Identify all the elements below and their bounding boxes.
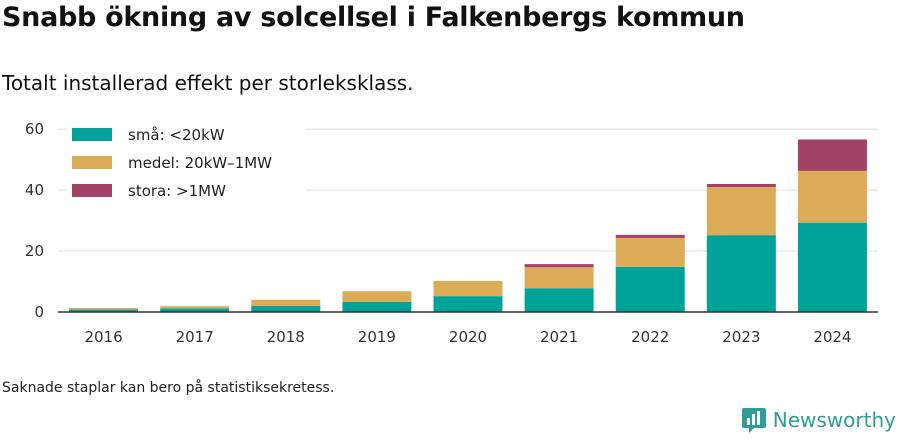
bar-segment xyxy=(69,308,139,310)
bar-segment xyxy=(433,280,503,297)
legend-label: medel: 20kW–1MW xyxy=(128,154,272,172)
bar-segment xyxy=(251,305,321,312)
bar-segment xyxy=(524,288,594,312)
legend-swatch xyxy=(72,156,112,169)
y-tick-label: 0 xyxy=(34,303,44,321)
x-tick-label: 2016 xyxy=(84,328,122,346)
y-tick-label: 20 xyxy=(25,242,44,260)
x-tick-label: 2017 xyxy=(176,328,214,346)
bar-segment xyxy=(69,309,139,312)
bar-segment xyxy=(160,308,230,312)
bar-segment xyxy=(524,267,594,289)
brand-name: Newsworthy xyxy=(772,408,896,432)
bar-segment xyxy=(797,170,867,223)
x-tick-label: 2024 xyxy=(813,328,851,346)
bar-segment xyxy=(342,301,412,312)
bar-segment xyxy=(706,235,776,312)
bar-segment xyxy=(615,237,685,267)
chart-title: Snabb ökning av solcellsel i Falkenbergs… xyxy=(2,2,745,33)
bars xyxy=(69,139,867,312)
chart-subtitle: Totalt installerad effekt per storlekskl… xyxy=(2,71,414,95)
footnote: Saknade staplar kan bero på statistiksek… xyxy=(2,380,335,396)
bar-segment xyxy=(797,139,867,171)
x-tick-label: 2019 xyxy=(358,328,396,346)
x-tick-label: 2018 xyxy=(267,328,305,346)
legend: små: <20kW medel: 20kW–1MW stora: >1MW xyxy=(66,125,306,213)
bar-segment xyxy=(524,264,594,268)
legend-label: små: <20kW xyxy=(128,126,225,144)
y-tick-label: 60 xyxy=(25,120,44,138)
x-tick-label: 2022 xyxy=(631,328,669,346)
x-tick-label: 2021 xyxy=(540,328,578,346)
legend-label: stora: >1MW xyxy=(128,182,226,200)
x-tick-label: 2020 xyxy=(449,328,487,346)
stacked-bar-chart: 0 20 40 60 2016 2017 2018 2019 2020 2021 2022 2023 2… xyxy=(25,120,878,346)
x-tick-label: 2023 xyxy=(722,328,760,346)
legend-swatch xyxy=(72,184,112,197)
bar-segment xyxy=(160,306,230,309)
axes: 0 20 40 60 2016 2017 2018 2019 2020 2021 2022 2023 2… xyxy=(25,120,878,346)
bar-segment xyxy=(706,187,776,236)
newsworthy-brand[interactable]: Newsworthy xyxy=(741,406,896,434)
bar-chart-logo-icon xyxy=(741,408,766,433)
bar-segment xyxy=(797,222,867,312)
bar-segment xyxy=(251,299,321,306)
legend-swatch xyxy=(72,128,112,141)
bar-segment xyxy=(615,266,685,312)
bar-segment xyxy=(342,291,412,302)
y-tick-label: 40 xyxy=(25,181,44,199)
bar-segment xyxy=(615,234,685,238)
bar-segment xyxy=(433,296,503,312)
bar-segment xyxy=(706,183,776,188)
